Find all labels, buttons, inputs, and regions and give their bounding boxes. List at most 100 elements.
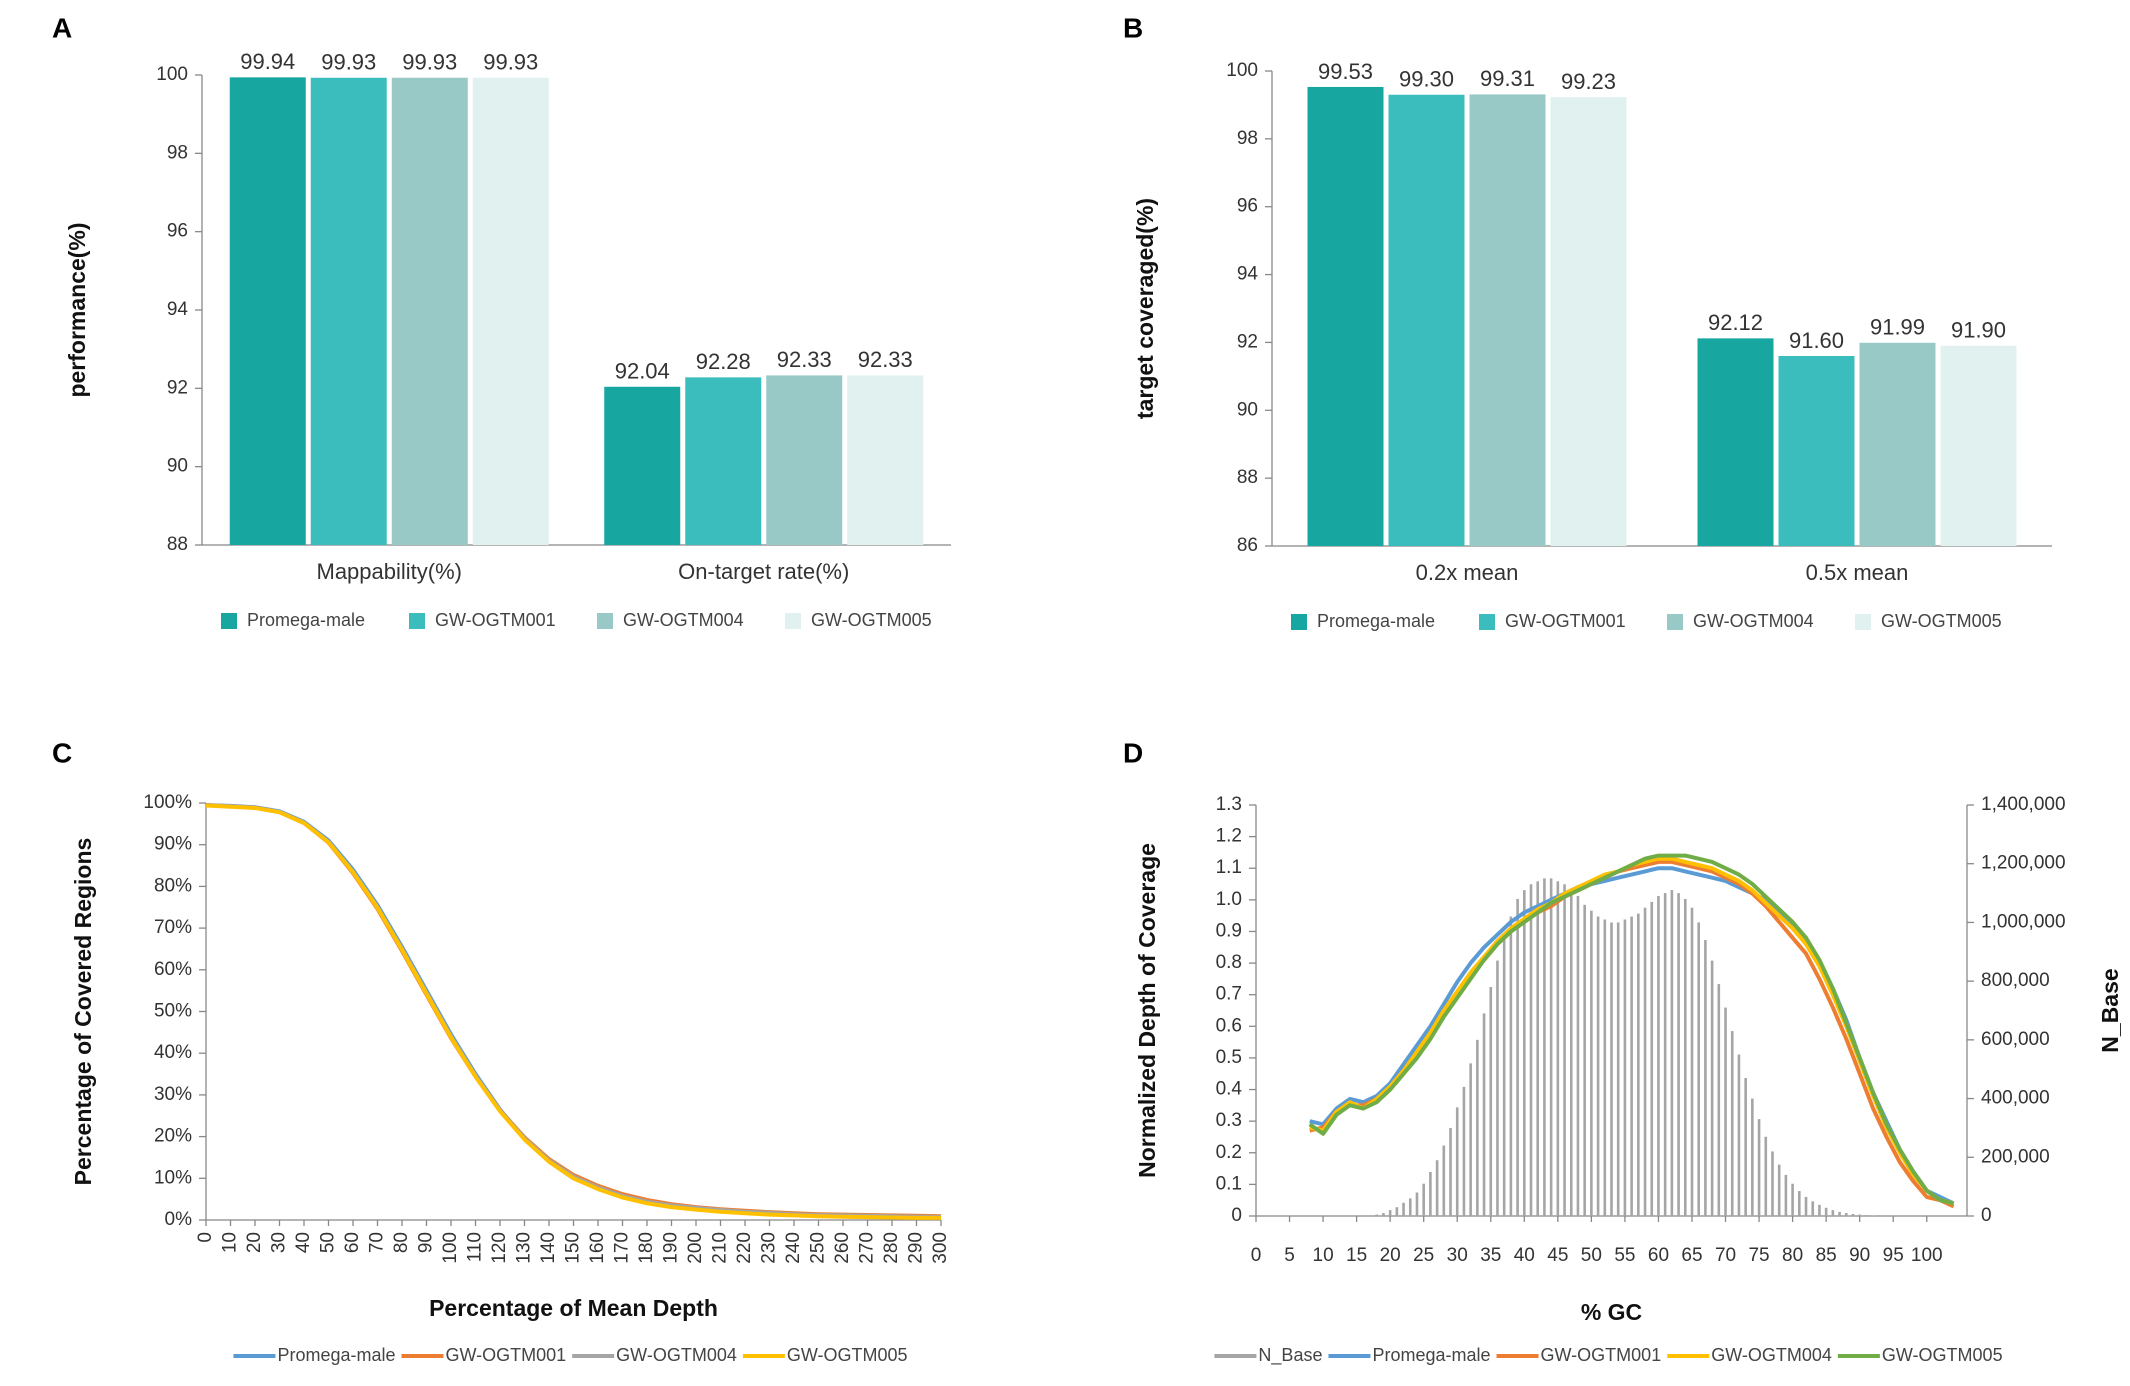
x-tick-label: 160: [587, 1232, 608, 1264]
y-tick-label: 0.6: [1216, 1015, 1242, 1036]
y-tick-label: 0.4: [1216, 1079, 1243, 1100]
histogram-bar: [1764, 1136, 1768, 1216]
x-tick-label: 80: [1782, 1245, 1803, 1266]
value-label: 92.33: [777, 347, 832, 372]
histogram-bar: [1496, 960, 1499, 1216]
x-tick-label: 10: [220, 1232, 241, 1253]
histogram-bar: [1663, 893, 1667, 1216]
y-tick-label: 20%: [154, 1126, 192, 1147]
x-tick-label: 60: [1648, 1245, 1669, 1266]
x-tick-label: 200: [685, 1232, 706, 1264]
series-line: [205, 803, 942, 1220]
histogram-bar: [1583, 904, 1586, 1216]
x-tick-label: 95: [1883, 1245, 1904, 1266]
histogram-bar: [1429, 1171, 1432, 1216]
bar: [766, 375, 843, 545]
legend-label: GW-OGTM001: [1541, 1345, 1662, 1365]
x-tick-label: 10: [1313, 1245, 1334, 1266]
x-tick-label: 80: [391, 1232, 412, 1253]
y-tick-label: 0.3: [1216, 1110, 1242, 1131]
y-tick-label: 90: [167, 456, 188, 477]
histogram-bar: [1563, 884, 1566, 1216]
histogram-bar: [1402, 1202, 1405, 1216]
panel-label: A: [52, 12, 72, 43]
legend-label: GW-OGTM005: [1882, 1345, 2003, 1365]
bar: [391, 77, 468, 545]
y-tick-label: 0.8: [1216, 952, 1242, 973]
bar: [1940, 345, 2017, 546]
y-tick-label: 96: [1237, 196, 1258, 217]
histogram-bar: [1724, 1007, 1727, 1216]
x-tick-label: 250: [808, 1232, 829, 1264]
histogram-bar: [1824, 1207, 1828, 1216]
x-tick-label: 100: [440, 1232, 461, 1264]
y2-tick-label: 400,000: [1981, 1088, 2050, 1109]
y-tick-label: 1.3: [1216, 794, 1242, 815]
x-tick-label: 150: [563, 1232, 584, 1264]
value-label: 92.28: [696, 349, 751, 374]
category-label: Mappability(%): [317, 559, 463, 584]
histogram-bar: [1516, 898, 1519, 1216]
histogram-bar: [1677, 893, 1680, 1216]
legend-label: Promega-male: [1372, 1345, 1490, 1365]
legend-label: GW-OGTM001: [445, 1345, 566, 1365]
y-tick-label: 88: [1237, 467, 1258, 488]
legend-swatch: [1479, 614, 1495, 630]
y-tick-label: 80%: [154, 875, 192, 896]
legend: N_Base Promega-male GW-OGTM001 GW-OGTM004 GW…: [1214, 1345, 2003, 1366]
histogram-bar: [1382, 1213, 1385, 1216]
histogram-bar: [1549, 878, 1553, 1216]
histogram-bar: [1697, 922, 1700, 1216]
histogram-bar: [1596, 916, 1600, 1216]
y-axis-title: performance(%): [64, 222, 90, 397]
value-label: 92.33: [858, 347, 913, 372]
histogram-bar: [1730, 1031, 1734, 1216]
legend-label: GW-OGTM004: [623, 610, 744, 630]
histogram-bar: [1630, 916, 1633, 1216]
y-tick-label: 94: [167, 299, 189, 320]
x-tick-label: 100: [1911, 1245, 1943, 1266]
histogram-bar: [1717, 984, 1721, 1216]
legend-label: GW-OGTM005: [787, 1345, 908, 1365]
y-tick-label: 100: [1226, 60, 1258, 81]
x-tick-label: 140: [538, 1232, 559, 1264]
y-axis-title: Percentage of Covered Regions: [70, 838, 96, 1186]
x-tick-label: 40: [1514, 1245, 1535, 1266]
bar: [472, 77, 549, 545]
bar: [604, 386, 681, 545]
histogram-bar: [1858, 1214, 1861, 1216]
y-tick-label: 92: [167, 377, 188, 398]
histogram-bar: [1509, 916, 1513, 1216]
histogram-bar: [1844, 1213, 1848, 1216]
y-tick-label: 98: [167, 142, 188, 163]
y-tick-label: 0%: [165, 1209, 193, 1230]
x-tick-label: 210: [710, 1232, 731, 1264]
y-axis-title: target coveraged(%): [1132, 198, 1158, 419]
y2-axis-title: N_Base: [2097, 968, 2123, 1052]
x-tick-label: 90: [416, 1232, 437, 1253]
x-tick-label: 40: [293, 1232, 314, 1253]
value-label: 99.93: [321, 50, 376, 75]
y-tick-label: 1.2: [1216, 826, 1242, 847]
histogram-bar: [1657, 896, 1660, 1216]
histogram-bar: [1777, 1164, 1781, 1216]
x-tick-label: 30: [269, 1232, 290, 1253]
bar: [310, 77, 387, 545]
value-label: 91.99: [1870, 315, 1925, 340]
x-tick-label: 5: [1284, 1245, 1295, 1266]
histogram-bar: [1831, 1210, 1835, 1216]
bar: [685, 377, 762, 545]
x-tick-label: 60: [342, 1232, 363, 1253]
histogram-bar: [1449, 1127, 1452, 1216]
y-tick-label: 0: [1231, 1205, 1242, 1226]
histogram-bar: [1804, 1196, 1808, 1216]
histogram-bar: [1865, 1215, 1868, 1216]
histogram-bar: [1489, 987, 1493, 1216]
y-tick-label: 1.0: [1216, 889, 1242, 910]
y-tick-label: 40%: [154, 1042, 192, 1063]
histogram-bar: [1751, 1098, 1754, 1216]
x-tick-label: 55: [1614, 1245, 1635, 1266]
y2-tick-label: 800,000: [1981, 970, 2050, 991]
histogram-bar: [1623, 919, 1627, 1216]
